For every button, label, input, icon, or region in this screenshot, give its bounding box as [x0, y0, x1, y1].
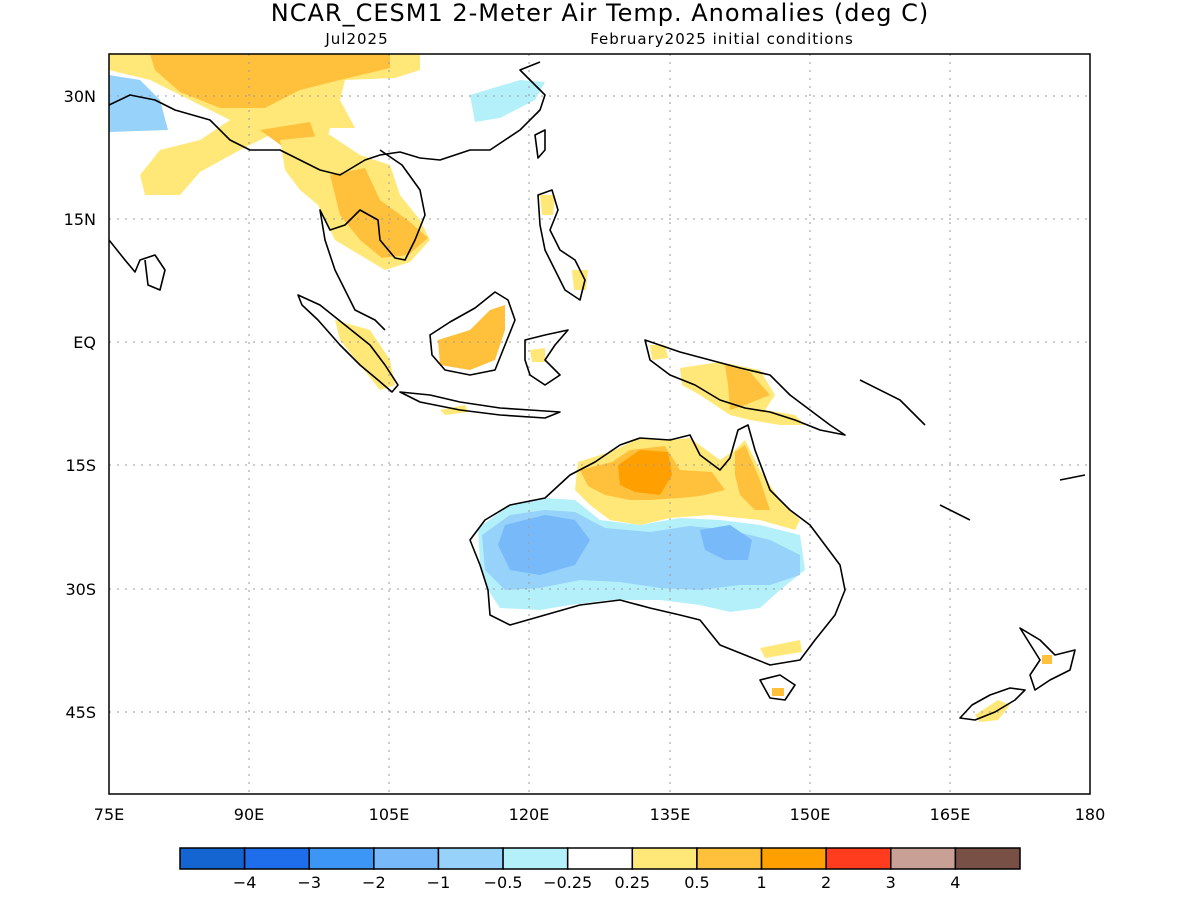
colorbar-swatch: [696, 847, 763, 870]
colorbar-swatch: [179, 847, 246, 870]
y-axis: 30N 15N EQ 15S 30S 45S: [64, 87, 96, 722]
x-tick-label: 120E: [509, 805, 550, 824]
y-tick-label: 15N: [64, 210, 96, 229]
x-axis: 75E 90E 105E 120E 135E 150E 165E 180: [94, 805, 1106, 824]
coastline-asia-mainland: [109, 61, 546, 291]
coastline-sumatra: [297, 294, 399, 393]
figure-title: NCAR_CESM1 2-Meter Air Temp. Anomalies (…: [271, 0, 929, 27]
colorbar-label: 2: [821, 873, 831, 892]
colorbar: −4 −3 −2 −1 −0.5 −0.25 0.25 0.5 1 2 3 4: [179, 847, 1021, 892]
y-tick-label: EQ: [73, 333, 96, 352]
coastline-tasmania: [759, 674, 796, 701]
anomaly-northwest-cold: [109, 75, 168, 132]
colorbar-swatch: [954, 847, 1021, 870]
x-tick-label: 150E: [790, 805, 831, 824]
x-tick-label: 105E: [369, 805, 410, 824]
colorbar-label: 3: [886, 873, 896, 892]
colorbar-label: −2: [362, 873, 386, 892]
x-tick-label: 90E: [234, 805, 264, 824]
y-tick-label: 30N: [64, 87, 96, 106]
map-frame: [108, 53, 1091, 795]
colorbar-label: 4: [950, 873, 960, 892]
anomaly-new-guinea-warm: [650, 345, 805, 425]
anomaly-australia-core-cold: [498, 515, 752, 575]
coastline-java: [399, 391, 561, 419]
forecast-month-label: Jul2025: [324, 30, 388, 48]
colorbar-label: 0.5: [684, 873, 709, 892]
colorbar-swatch: [308, 847, 375, 870]
colorbar-label: −0.5: [484, 873, 523, 892]
colorbar-swatch: [566, 847, 634, 870]
x-tick-label: 165E: [930, 805, 971, 824]
colorbar-swatch: [243, 847, 310, 870]
y-tick-label: 15S: [65, 456, 96, 475]
colorbar-label: 1: [756, 873, 766, 892]
colorbar-label: −4: [233, 873, 257, 892]
anomaly-shading: [109, 54, 1052, 722]
coastline-australia: [469, 424, 846, 666]
colorbar-label: 0.25: [614, 873, 650, 892]
colorbar-swatch: [631, 847, 698, 870]
x-tick-label: 135E: [650, 805, 691, 824]
coastline-borneo: [429, 291, 516, 376]
colorbar-swatch: [437, 847, 504, 870]
colorbar-swatch: [825, 847, 892, 870]
x-tick-label: 180: [1075, 805, 1106, 824]
colorbar-swatch: [760, 847, 827, 870]
coastline-sulawesi: [524, 329, 569, 386]
anomaly-borneo-warm: [438, 305, 505, 370]
colorbar-label: −3: [297, 873, 321, 892]
y-tick-label: 30S: [65, 580, 96, 599]
x-tick-label: 75E: [94, 805, 124, 824]
coastlines: [109, 61, 1086, 721]
colorbar-label: −0.25: [543, 873, 592, 892]
colorbar-label: −1: [427, 873, 451, 892]
y-tick-label: 45S: [65, 703, 96, 722]
coastline-philippines: [537, 189, 586, 301]
initial-conditions-label: February2025 initial conditions: [590, 30, 854, 48]
coastline-taiwan: [534, 129, 546, 159]
coastline-new-guinea: [644, 339, 846, 436]
colorbar-swatch: [502, 847, 569, 870]
coastline-new-zealand-south: [959, 687, 1026, 721]
map-background: [109, 54, 1090, 794]
map-plot-area: [109, 54, 1090, 794]
colorbar-swatch: [373, 847, 440, 870]
anomaly-east-china-cool: [470, 80, 545, 122]
map-gridlines: [109, 54, 1090, 794]
colorbar-swatch: [890, 847, 957, 870]
coastline-new-zealand-north: [1019, 627, 1076, 691]
